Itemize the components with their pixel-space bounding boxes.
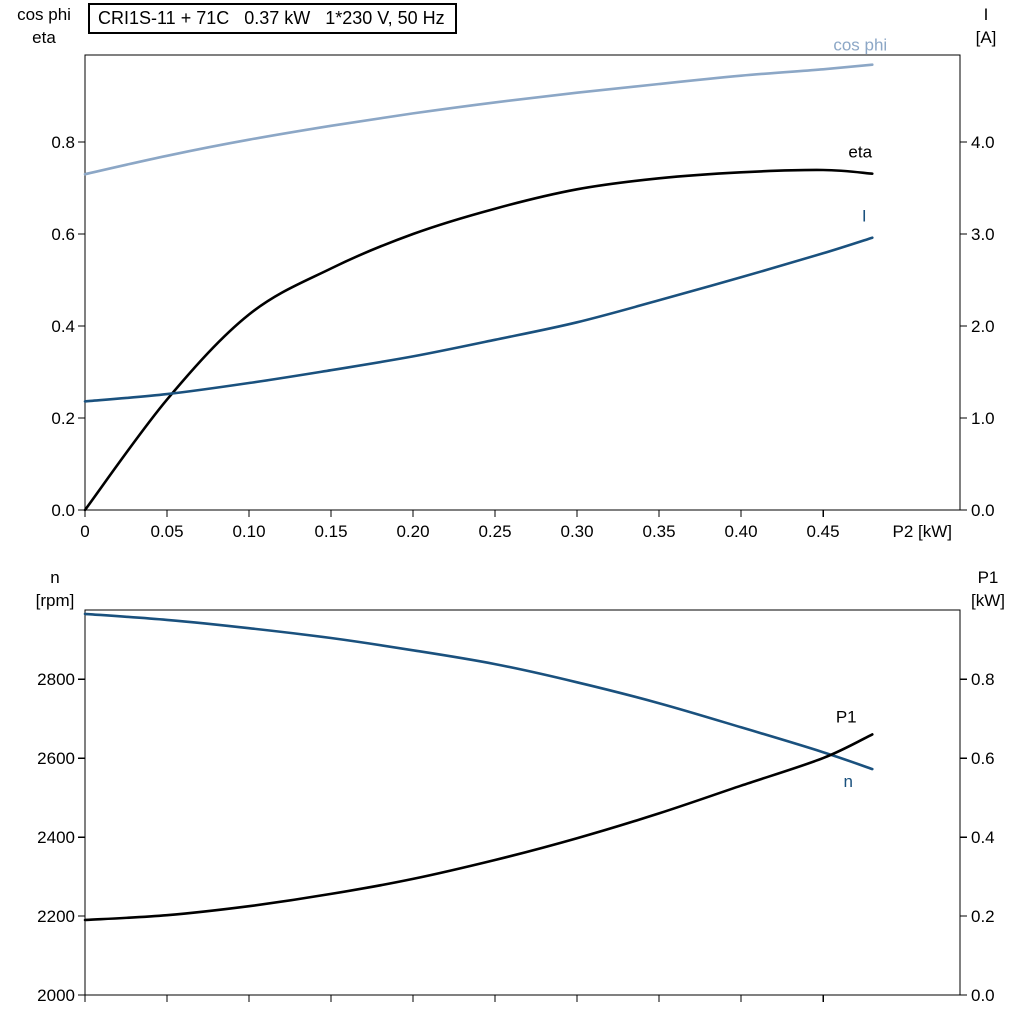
x-tick-label: 0.25	[478, 522, 511, 541]
chart-title: CRI1S-11 + 71C 0.37 kW 1*230 V, 50 Hz	[88, 3, 457, 34]
left-tick-label: 0.8	[51, 133, 75, 152]
left-tick-label: 0.0	[51, 501, 75, 520]
left-tick-label: 2800	[37, 670, 75, 689]
left-tick-label: 2600	[37, 749, 75, 768]
left-tick-label: 0.6	[51, 225, 75, 244]
x-axis-label: P2 [kW]	[892, 522, 952, 541]
performance-frame	[84, 54, 961, 511]
right-tick-label: 0.8	[971, 670, 995, 689]
right-tick-label: 0.4	[971, 828, 995, 847]
speed-power-left-axis-label: [rpm]	[36, 591, 75, 610]
left-tick-label: 0.2	[51, 409, 75, 428]
top-plot: 0.0 0.2 0.4 0.6 0.8 cos phi eta 0.0 1.0 2.0 3.0 4.0…	[17, 5, 996, 541]
right-tick-label: 2.0	[971, 317, 995, 336]
x-tick-label: 0.40	[724, 522, 757, 541]
eta-curve	[83, 168, 874, 512]
x-tick-label: 0.10	[232, 522, 265, 541]
x-tick-label: 0.20	[396, 522, 429, 541]
speed-power-right-axis-label: [kW]	[971, 591, 1005, 610]
performance-right-axis-label: I	[984, 5, 989, 24]
left-tick-label: 2400	[37, 828, 75, 847]
x-tick-label: 0.35	[642, 522, 675, 541]
right-tick-label: 0.0	[971, 501, 995, 520]
x-tick-label: 0.45	[807, 522, 840, 541]
performance-left-axis-label: cos phi	[17, 5, 71, 24]
right-tick-label: 3.0	[971, 225, 995, 244]
I-curve	[83, 236, 874, 403]
x-tick-label: 0.15	[314, 522, 347, 541]
P1-curve	[83, 733, 874, 922]
cos-phi-curve-label: cos phi	[833, 36, 887, 55]
right-tick-label: 0.6	[971, 749, 995, 768]
eta-curve-label: eta	[848, 143, 872, 162]
bottom-plot: 2000 2200 2400 2600 2800 n [rpm] 0.0 0.2 0.4 0.6 0.…	[36, 568, 1005, 1005]
speed-power-right-axis-label: P1	[978, 568, 999, 587]
left-tick-label: 2200	[37, 907, 75, 926]
speed-power-left-axis-label: n	[50, 568, 59, 587]
speed-power-frame	[84, 609, 961, 996]
left-tick-label: 0.4	[51, 317, 75, 336]
left-tick-label: 2000	[37, 986, 75, 1005]
right-tick-label: 0.0	[971, 986, 995, 1005]
cos-phi-curve	[83, 63, 874, 176]
x-tick-label: 0.05	[150, 522, 183, 541]
I-curve-label: I	[862, 207, 867, 226]
n-curve	[83, 612, 874, 771]
right-tick-label: 4.0	[971, 133, 995, 152]
right-tick-label: 0.2	[971, 907, 995, 926]
x-tick-label: 0.30	[560, 522, 593, 541]
performance-left-axis-label: eta	[32, 28, 56, 47]
n-curve-label: n	[844, 772, 853, 791]
P1-curve-label: P1	[836, 707, 857, 726]
right-tick-label: 1.0	[971, 409, 995, 428]
x-tick-label: 0	[80, 522, 89, 541]
performance-right-axis-label: [A]	[976, 28, 997, 47]
